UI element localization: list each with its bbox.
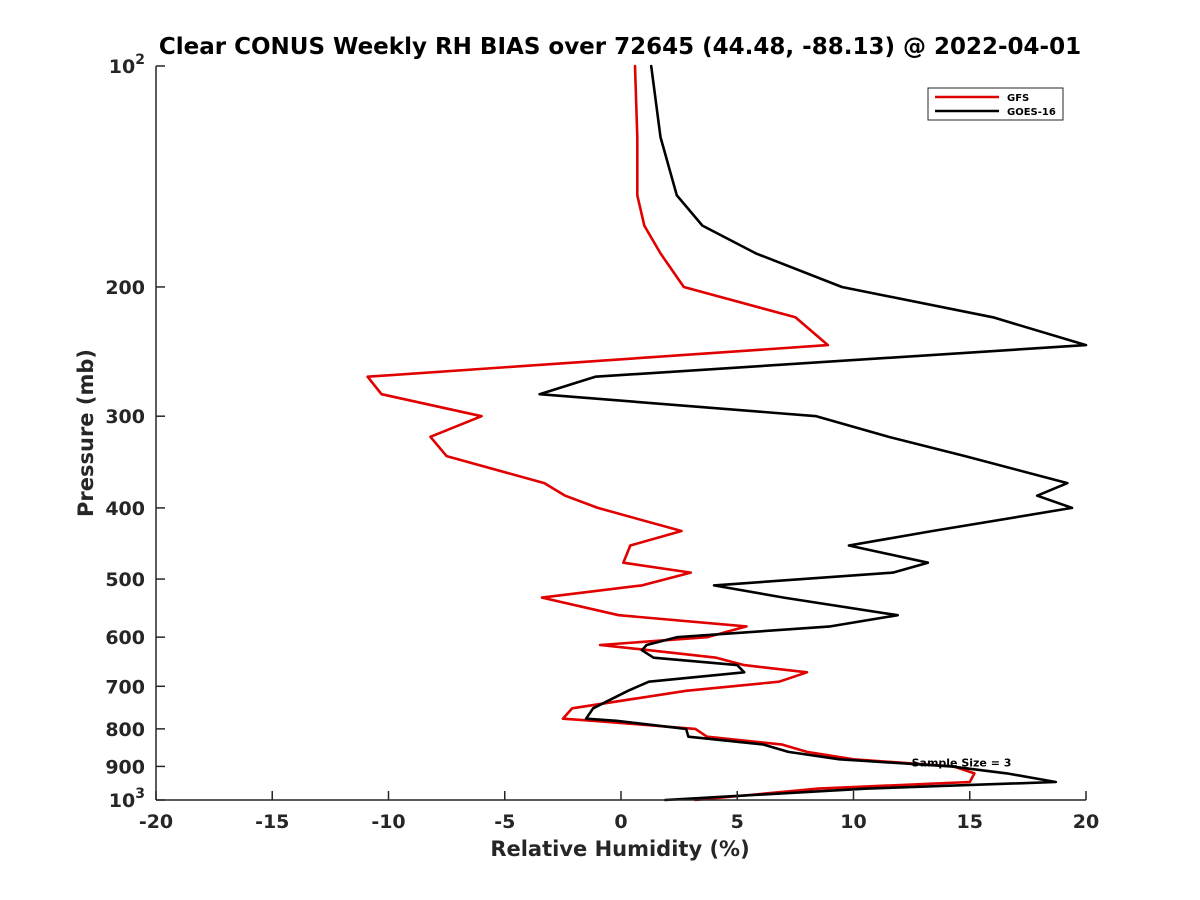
x-tick-label: 10 [840,811,866,833]
series-line-gfs [366,64,976,802]
x-tick-label: 5 [731,811,744,833]
sample-size-annotation: Sample Size = 3 [912,756,1012,769]
series-layer [366,64,1088,802]
chart-title: Clear CONUS Weekly RH BIAS over 72645 (4… [159,34,1081,60]
ticks-layer: -20 -15 -10 -5 0 5 10 15 20102200300400500600700… [105,52,1099,833]
y-tick-label: 600 [105,627,145,649]
y-axis-label: Pressure (mb) [74,349,98,517]
x-tick-label: 0 [614,811,627,833]
x-tick-label: 15 [957,811,983,833]
y-tick-label: 700 [105,676,145,698]
plot-area [156,66,1086,800]
legend-box [927,87,1064,121]
x-tick-label: -15 [255,811,289,833]
y-tick-label: 500 [105,569,145,591]
y-tick-label: 300 [105,406,145,428]
x-tick-label: 20 [1073,811,1099,833]
legend-label-gfs: GFS [1007,93,1029,104]
legend: GFS GOES-16 [927,87,1064,121]
legend-label-goes-16: GOES-16 [1007,107,1056,118]
x-axis-label: Relative Humidity (%) [490,837,749,861]
x-tick-label: -20 [139,811,173,833]
x-tick-label: -5 [494,811,515,833]
y-tick-label: 800 [105,719,145,741]
series-line-goes-16 [538,64,1088,802]
y-tick-label: 200 [105,277,145,299]
y-tick-label: 900 [105,756,145,778]
y-tick-label: 400 [105,498,145,520]
x-tick-label: -10 [371,811,405,833]
